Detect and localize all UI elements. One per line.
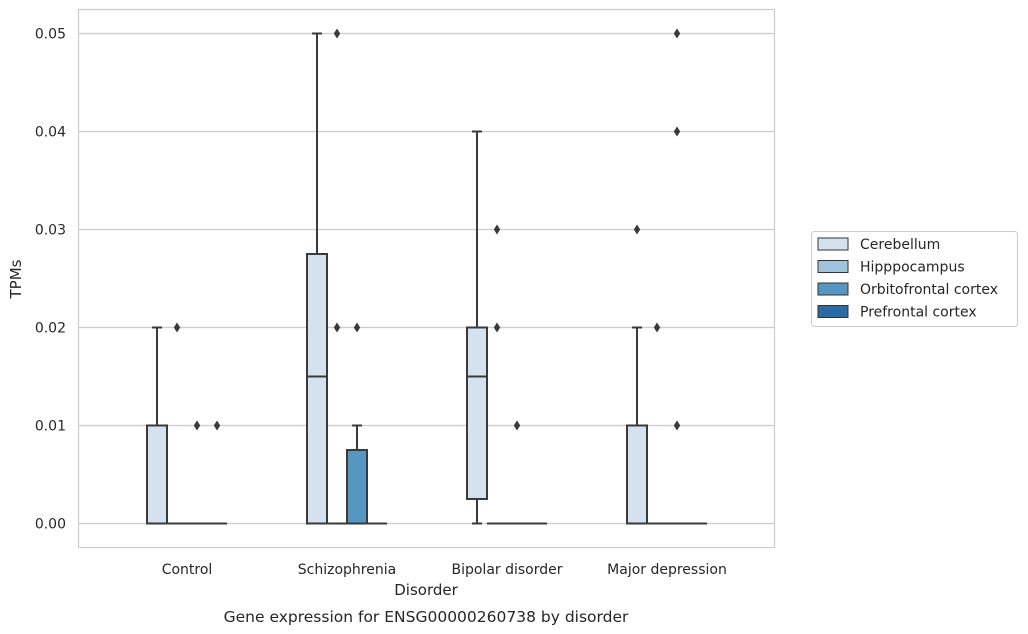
box-2-2: [507, 420, 527, 525]
x-tick-label: Major depression: [607, 562, 727, 578]
x-axis-label: Disorder: [394, 581, 458, 599]
outlier-point: [213, 420, 221, 431]
box-2-1: [487, 224, 507, 525]
legend-swatch: [817, 260, 849, 273]
box-body: [306, 252, 328, 525]
box-body: [146, 424, 168, 525]
outlier-point: [193, 420, 201, 431]
outlier-point: [653, 322, 661, 333]
x-tick-label: Schizophrenia: [298, 562, 396, 578]
box-1-2: [346, 322, 368, 525]
box-body: [466, 326, 488, 500]
legend-item: Cerebellum: [817, 237, 940, 253]
box-3-2: [667, 28, 687, 525]
outlier-point: [353, 322, 361, 333]
box-marks: [146, 28, 707, 525]
outlier-point: [333, 322, 341, 333]
grid-lines: [78, 32, 774, 525]
legend-swatch: [817, 237, 849, 251]
outlier-point: [493, 322, 501, 333]
outlier-point: [513, 420, 521, 431]
outlier-point: [673, 420, 681, 431]
box-1-0: [306, 32, 328, 525]
outlier-point: [493, 224, 501, 235]
legend-item: Prefrontal cortex: [817, 305, 977, 321]
plot-frame: [77, 8, 776, 549]
outlier-point: [333, 28, 341, 39]
box-body: [626, 424, 648, 525]
box-3-0: [626, 224, 648, 525]
box-body: [346, 448, 368, 525]
y-tick-label: 0.02: [35, 320, 66, 336]
legend-swatch: [817, 282, 849, 296]
y-axis-label: TPMs: [7, 259, 25, 299]
box-1-1: [327, 28, 347, 525]
y-tick-label: 0.05: [35, 26, 66, 42]
outlier-point: [673, 126, 681, 137]
legend-items: Cerebellum Hipppocampus Orbitofrontal cort…: [817, 237, 998, 321]
box-0-1: [167, 322, 187, 525]
x-tick-label: Control: [162, 562, 213, 578]
legend-label: Prefrontal cortex: [860, 305, 977, 321]
box-0-0: [146, 326, 168, 525]
box-0-3: [207, 420, 227, 525]
x-tick-labels: Control Schizophrenia Bipolar disorder Majo…: [162, 562, 727, 578]
y-tick-label: 0.01: [35, 418, 66, 434]
legend-item: Orbitofrontal cortex: [817, 282, 998, 298]
chart-caption: Gene expression for ENSG00000260738 by d…: [224, 608, 629, 626]
box-2-0: [466, 130, 488, 525]
outlier-point: [173, 322, 181, 333]
y-tick-label: 0.00: [35, 516, 66, 532]
y-tick-label: 0.03: [35, 222, 66, 238]
legend-frame: [811, 231, 1018, 327]
legend-label: Orbitofrontal cortex: [860, 282, 998, 298]
legend-label: Cerebellum: [860, 237, 940, 253]
x-tick-label: Bipolar disorder: [451, 562, 562, 578]
box-3-1: [647, 322, 667, 525]
legend-item: Hipppocampus: [817, 260, 965, 276]
legend-label: Hipppocampus: [860, 260, 965, 276]
box-0-2: [187, 420, 207, 525]
outlier-point: [673, 28, 681, 39]
legend-swatch: [817, 305, 849, 318]
y-tick-label: 0.04: [35, 124, 66, 140]
legend: Cerebellum Hipppocampus Orbitofrontal cort…: [811, 231, 1018, 327]
y-tick-labels: 0.00 0.01 0.02 0.03 0.04 0.05: [35, 26, 66, 532]
outlier-point: [633, 224, 641, 235]
